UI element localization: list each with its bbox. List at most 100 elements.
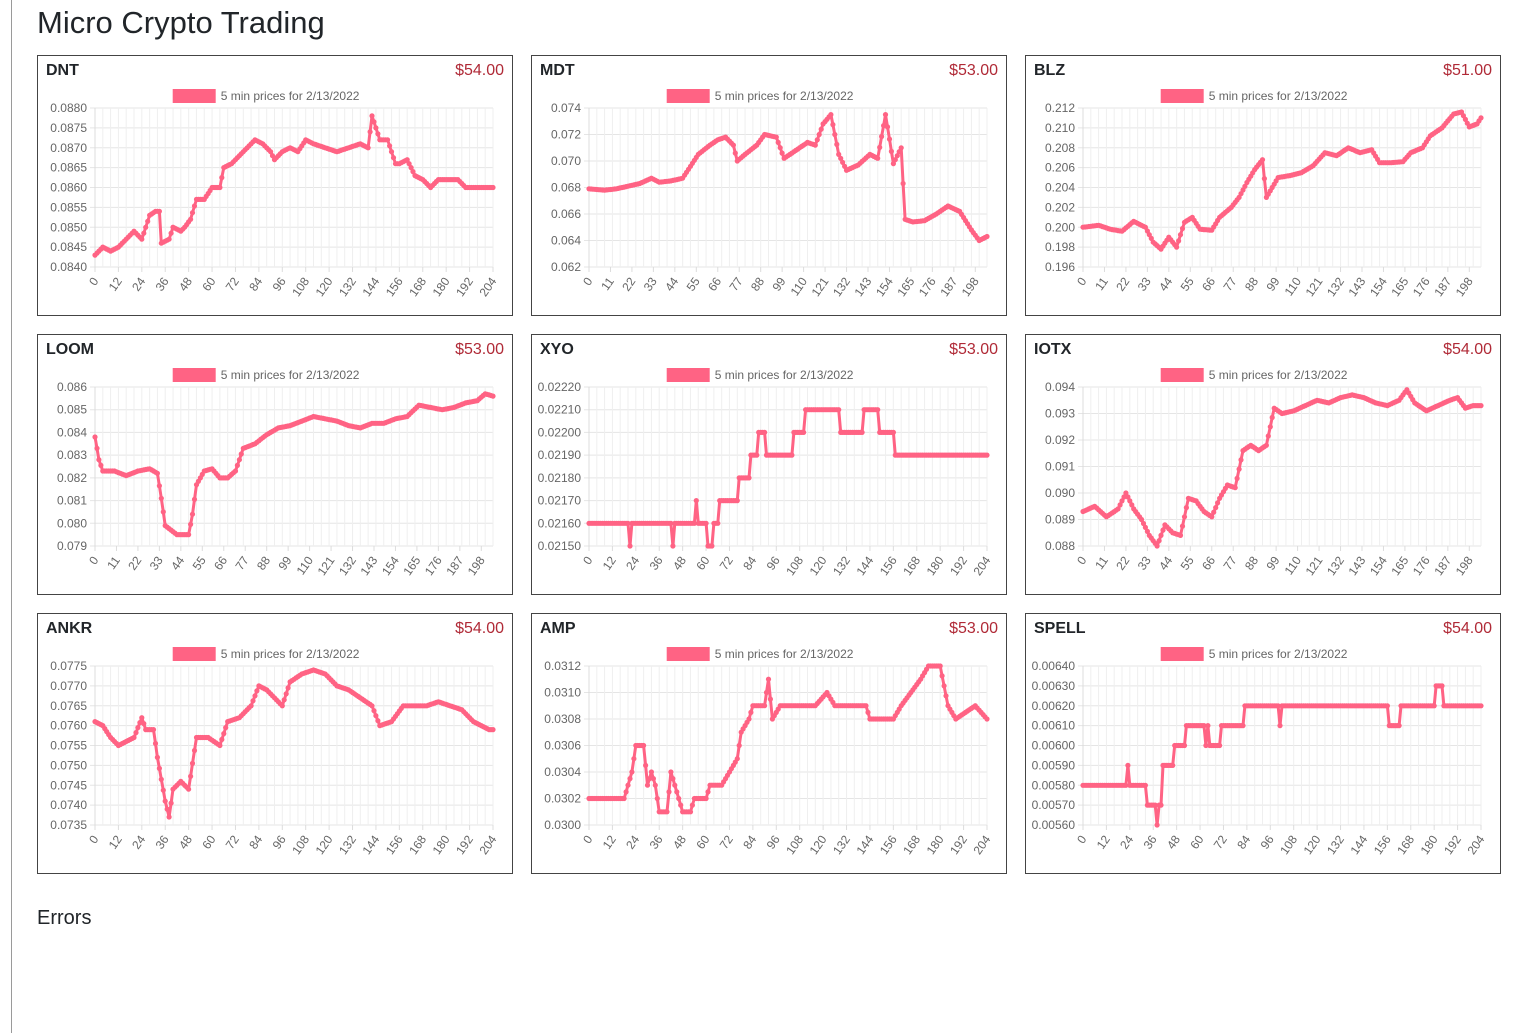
- data-point: [746, 475, 752, 481]
- data-point: [812, 142, 818, 148]
- chart-card-iotx: IOTX $54.00 5 min prices for 2/13/2022 0.09…: [1025, 334, 1501, 595]
- data-point: [674, 789, 680, 795]
- legend-label: 5 min prices for 2/13/2022: [221, 647, 360, 661]
- data-point: [1240, 723, 1246, 729]
- data-point: [186, 532, 192, 538]
- legend-swatch: [1160, 647, 1204, 661]
- x-tick-label: 187: [443, 553, 466, 578]
- x-tick-label: 143: [357, 553, 380, 578]
- data-point: [371, 708, 377, 714]
- data-point: [154, 470, 160, 476]
- data-point: [1156, 538, 1162, 544]
- y-tick-label: 0.084: [57, 425, 87, 439]
- data-point: [834, 141, 840, 147]
- x-tick-label: 168: [406, 832, 429, 857]
- data-point: [139, 715, 145, 721]
- chart-card-ankr: ANKR $54.00 5 min prices for 2/13/2022 0.07…: [37, 613, 513, 874]
- x-tick-label: 0: [1074, 832, 1089, 846]
- chart-card-mdt: MDT $53.00 5 min prices for 2/13/2022 0.074…: [531, 55, 1007, 316]
- y-tick-label: 0.0302: [544, 792, 581, 806]
- data-point: [1176, 238, 1182, 244]
- data-point: [623, 789, 629, 795]
- y-tick-label: 0.202: [1045, 200, 1075, 214]
- x-tick-label: 144: [853, 832, 876, 857]
- data-point: [191, 203, 198, 209]
- data-point: [879, 133, 885, 140]
- x-tick-label: 96: [764, 553, 783, 572]
- data-point: [767, 696, 773, 702]
- y-tick-label: 0.0308: [544, 712, 581, 726]
- x-tick-label: 12: [106, 274, 125, 293]
- data-point: [188, 773, 194, 779]
- card-price: $54.00: [1443, 341, 1492, 358]
- data-point: [730, 142, 736, 148]
- data-point: [1119, 498, 1125, 504]
- chart-card-amp: AMP $53.00 5 min prices for 2/13/2022 0.031…: [531, 613, 1007, 874]
- card-price: $54.00: [455, 620, 504, 637]
- price-chart: 5 min prices for 2/13/2022 0.00640 0.00630…: [1032, 647, 1488, 857]
- data-point: [715, 520, 721, 526]
- data-point: [217, 184, 223, 191]
- data-point: [188, 521, 194, 527]
- x-tick-label: 154: [1367, 553, 1390, 578]
- x-tick-label: 88: [1242, 553, 1261, 572]
- data-point: [838, 155, 844, 161]
- data-point: [189, 760, 196, 766]
- data-point: [1203, 742, 1209, 749]
- x-tick-label: 44: [1156, 553, 1175, 572]
- data-point: [748, 709, 754, 715]
- x-tick-label: 132: [336, 274, 359, 299]
- data-point: [763, 689, 770, 696]
- data-point: [410, 169, 416, 175]
- data-point: [654, 795, 660, 802]
- data-point: [1179, 225, 1186, 232]
- data-point: [166, 814, 172, 820]
- data-point: [1213, 505, 1219, 511]
- data-point: [814, 137, 820, 143]
- x-tick-label: 33: [1135, 274, 1154, 293]
- x-tick-label: 156: [383, 274, 406, 299]
- data-point: [1179, 523, 1186, 529]
- x-tick-label: 33: [1135, 553, 1154, 572]
- x-tick-label: 156: [383, 832, 406, 857]
- data-point: [801, 429, 807, 435]
- data-point: [1209, 514, 1215, 520]
- y-tick-label: 0.198: [1045, 240, 1075, 254]
- x-tick-label: 198: [1453, 553, 1476, 578]
- data-point: [1211, 509, 1217, 515]
- data-point: [1170, 762, 1176, 768]
- x-tick-label: 96: [1258, 832, 1277, 851]
- x-tick-label: 24: [1117, 832, 1136, 851]
- x-tick-label: 84: [1234, 832, 1253, 851]
- card-symbol: IOTX: [1034, 341, 1072, 358]
- data-point: [369, 703, 375, 709]
- data-point: [156, 765, 162, 771]
- y-tick-label: 0.00640: [1032, 659, 1076, 673]
- price-chart: 5 min prices for 2/13/2022 0.0312 0.0310 0.…: [544, 647, 994, 857]
- y-tick-label: 0.086: [57, 380, 87, 394]
- data-point: [92, 434, 98, 440]
- data-point: [139, 236, 145, 242]
- data-point: [664, 809, 670, 815]
- data-point: [652, 782, 658, 788]
- data-point: [754, 452, 760, 458]
- data-point: [135, 725, 141, 731]
- data-point: [145, 218, 151, 224]
- legend-label: 5 min prices for 2/13/2022: [715, 647, 854, 661]
- data-point: [830, 122, 836, 128]
- x-tick-label: 60: [693, 553, 712, 572]
- data-point: [1261, 176, 1267, 182]
- data-point: [223, 725, 229, 731]
- data-point: [186, 786, 192, 792]
- x-tick-label: 132: [1324, 832, 1347, 857]
- data-point: [842, 163, 848, 169]
- x-tick-label: 121: [1303, 553, 1326, 578]
- data-point: [269, 153, 276, 159]
- data-point: [877, 144, 883, 150]
- data-point: [162, 798, 168, 804]
- legend-label: 5 min prices for 2/13/2022: [715, 89, 854, 103]
- y-tick-label: 0.0880: [50, 101, 87, 115]
- x-tick-label: 44: [168, 553, 187, 572]
- card-price: $53.00: [455, 341, 504, 358]
- x-tick-label: 36: [1141, 832, 1160, 851]
